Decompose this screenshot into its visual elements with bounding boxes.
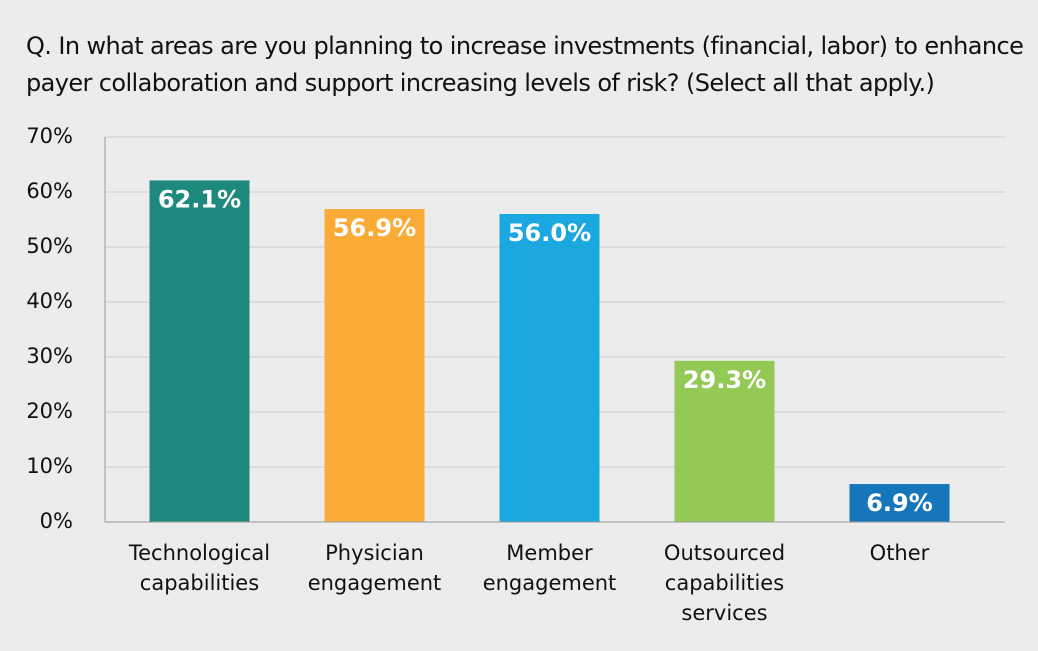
x-tick-label: Other	[869, 541, 930, 565]
y-tick-label: 50%	[26, 234, 73, 258]
y-tick-label: 30%	[26, 344, 73, 368]
value-label: 6.9%	[866, 489, 933, 517]
value-label: 62.1%	[158, 185, 241, 213]
x-tick-label: Outsourced capabilities services	[663, 541, 786, 625]
chart-title: Q. In what areas are you planning to inc…	[26, 32, 1024, 97]
y-tick-label: 0%	[40, 509, 73, 533]
value-label: 56.0%	[508, 219, 591, 247]
bar	[499, 214, 600, 522]
x-tick-label: Member engagement	[482, 541, 617, 595]
value-label: 56.9%	[333, 214, 416, 242]
x-tick-label: Technological capabilities	[128, 541, 271, 595]
y-tick-label: 10%	[26, 454, 73, 478]
bar	[674, 360, 775, 522]
value-label: 29.3%	[683, 366, 766, 394]
y-tick-label: 60%	[26, 179, 73, 203]
bar	[324, 209, 425, 523]
bar	[849, 484, 950, 522]
y-tick-label: 20%	[26, 399, 73, 423]
bar	[149, 180, 250, 522]
y-tick-label: 70%	[26, 124, 73, 148]
x-tick-label: Physician engagement	[307, 541, 442, 595]
y-tick-label: 40%	[26, 289, 73, 313]
